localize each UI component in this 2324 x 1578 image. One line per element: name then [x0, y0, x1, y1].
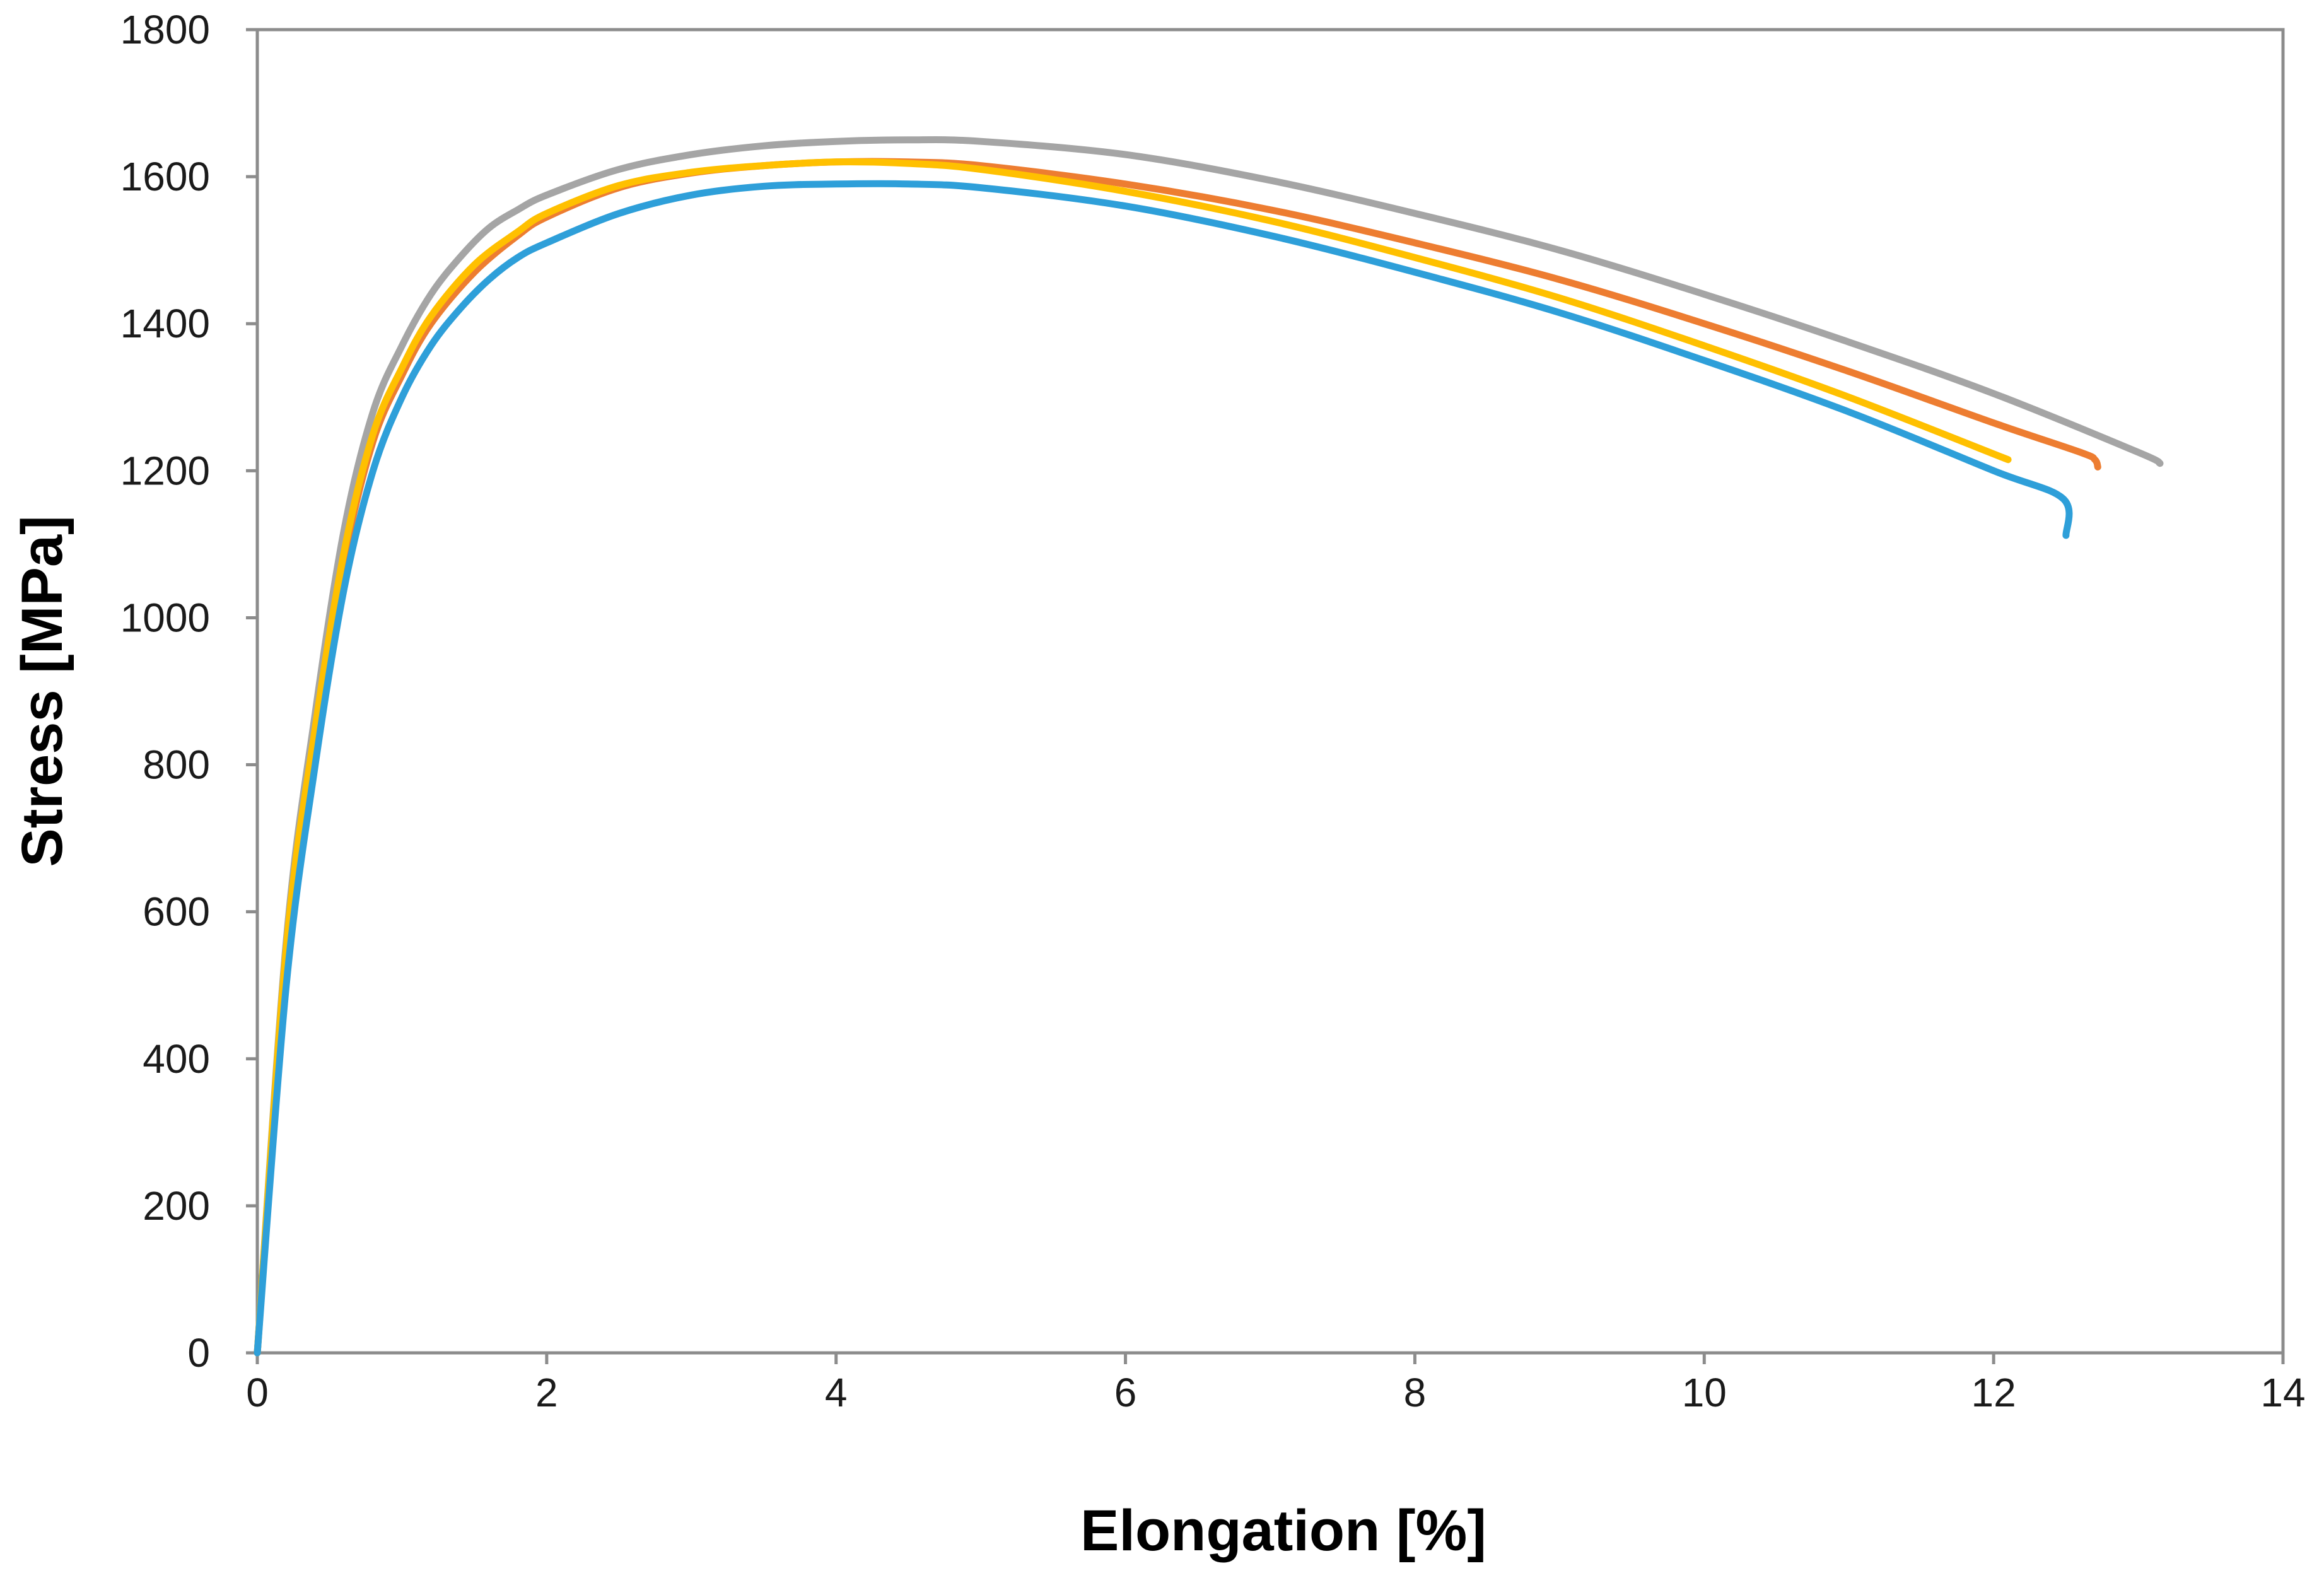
x-tick-label: 8	[1404, 1370, 1427, 1415]
x-tick-label: 0	[246, 1370, 269, 1415]
x-tick-label: 10	[1682, 1370, 1727, 1415]
x-tick-label: 6	[1114, 1370, 1137, 1415]
y-tick-label: 1000	[120, 595, 210, 640]
y-axis-title: Stress [MPa]	[10, 515, 74, 867]
y-tick-label: 1600	[120, 154, 210, 199]
series-line-specimen-yellow	[254, 158, 2012, 1357]
series-line-specimen-blue	[254, 180, 2073, 1357]
x-axis-ticks: 0 2 4 6 8 10 12 14	[246, 1353, 2306, 1415]
y-tick-label: 800	[143, 742, 210, 788]
x-tick-label: 14	[2260, 1370, 2305, 1415]
y-tick-label: 600	[143, 889, 210, 935]
series-line-specimen-grey	[254, 136, 2164, 1357]
y-tick-label: 0	[187, 1330, 210, 1376]
x-tick-label: 12	[1971, 1370, 2016, 1415]
y-tick-label: 200	[143, 1183, 210, 1229]
x-tick-label: 2	[535, 1370, 558, 1415]
x-tick-label: 4	[825, 1370, 848, 1415]
y-tick-label: 1400	[120, 301, 210, 346]
y-tick-label: 400	[143, 1036, 210, 1082]
y-axis-ticks: 0 200 400 600 800 1000 1200 1400 1600 1800	[120, 7, 257, 1376]
y-tick-label: 1800	[120, 7, 210, 52]
plot-area	[255, 28, 2285, 1355]
series-layer	[254, 136, 2164, 1357]
y-tick-label: 1200	[120, 448, 210, 493]
x-axis-title: Elongation [%]	[1080, 1499, 1486, 1563]
